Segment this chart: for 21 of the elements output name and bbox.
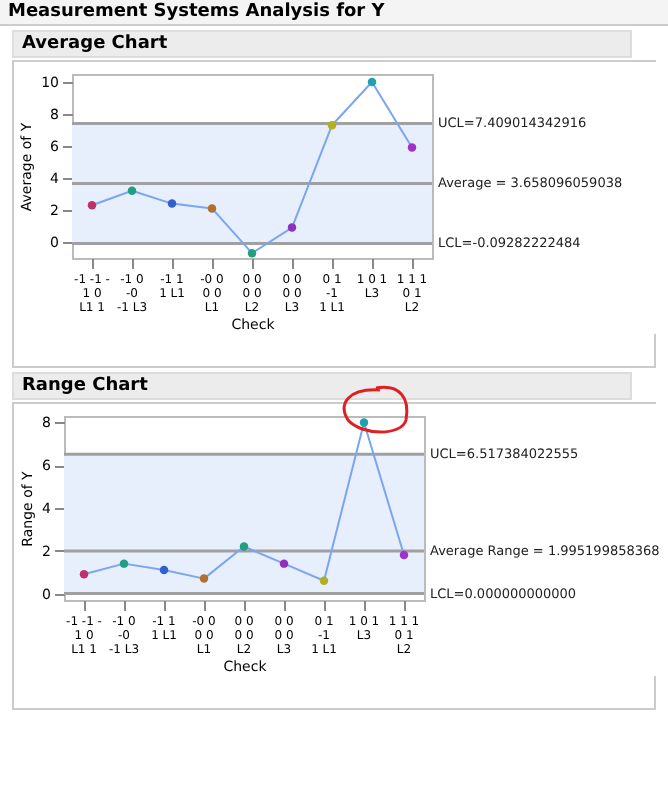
point xyxy=(239,542,249,551)
chart-title: Range Chart xyxy=(12,372,632,400)
point xyxy=(359,418,369,427)
point xyxy=(287,223,297,232)
point xyxy=(159,565,169,575)
point xyxy=(319,576,329,585)
point xyxy=(87,200,97,210)
point xyxy=(247,248,257,258)
point xyxy=(199,574,209,583)
point xyxy=(279,559,289,568)
chart-title: Average Chart xyxy=(12,30,632,58)
point xyxy=(327,120,337,130)
point xyxy=(367,77,377,87)
point xyxy=(167,199,177,208)
text: Measurement Systems Analysis for Y xyxy=(0,0,668,26)
point xyxy=(127,186,137,196)
point xyxy=(119,559,129,568)
point xyxy=(207,204,217,213)
point xyxy=(79,570,89,579)
point xyxy=(407,143,417,152)
point xyxy=(399,550,409,560)
